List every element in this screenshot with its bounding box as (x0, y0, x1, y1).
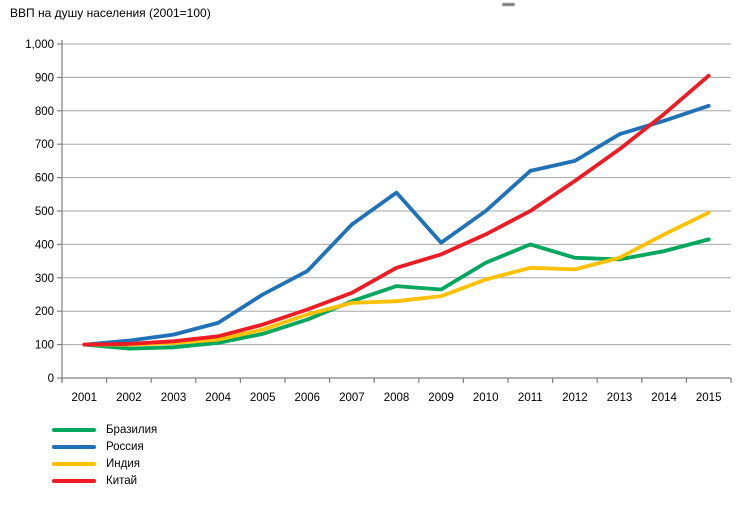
legend-label: Индия (106, 457, 140, 470)
x-tick-label: 2013 (607, 392, 633, 404)
x-tick-label: 2011 (518, 392, 543, 404)
legend-label: Россия (106, 440, 144, 453)
legend-swatch-icon (52, 427, 96, 432)
y-tick-label: 200 (35, 306, 54, 318)
x-tick-label: 2007 (339, 392, 365, 404)
screen-artifact (502, 3, 515, 6)
y-tick-label: 700 (35, 139, 54, 151)
x-tick-label: 2014 (651, 392, 677, 404)
y-tick-label: 500 (35, 206, 54, 218)
y-tick-label: 600 (35, 173, 54, 185)
legend-item: Индия (52, 455, 157, 472)
y-tick-label: 800 (35, 106, 54, 118)
y-tick-label: 400 (35, 239, 54, 251)
x-tick-label: 2003 (161, 392, 187, 404)
y-tick-label: 100 (35, 340, 54, 352)
x-tick-label: 2001 (72, 392, 98, 404)
legend-swatch-icon (52, 444, 96, 449)
legend-label: Китай (106, 474, 138, 487)
legend-item: Китай (52, 472, 157, 489)
x-tick-label: 2015 (696, 392, 722, 404)
x-tick-label: 2012 (562, 392, 588, 404)
x-tick-label: 2010 (473, 392, 499, 404)
legend-swatch-icon (52, 461, 96, 466)
series-line-Китай (82, 73, 711, 347)
x-tick-label: 2008 (384, 392, 410, 404)
x-tick-label: 2009 (428, 392, 454, 404)
series-line-Россия (82, 103, 711, 347)
y-tick-label: 1,000 (25, 39, 54, 51)
x-tick-label: 2006 (295, 392, 321, 404)
legend-label: Бразилия (106, 423, 158, 436)
series-line-Бразилия (82, 237, 711, 351)
series-line-Индия (82, 210, 711, 347)
chart-legend: Бразилия Россия Индия Китай (52, 421, 157, 489)
chart-title: ВВП на душу населения (2001=100) (10, 6, 211, 20)
y-tick-label: 0 (48, 373, 54, 385)
legend-item: Россия (52, 438, 157, 455)
y-tick-label: 900 (35, 72, 54, 84)
legend-swatch-icon (52, 478, 96, 483)
x-tick-label: 2002 (116, 392, 142, 404)
x-tick-label: 2005 (250, 392, 276, 404)
y-tick-label: 300 (35, 273, 54, 285)
legend-item: Бразилия (52, 421, 157, 438)
x-tick-label: 2004 (205, 392, 231, 404)
